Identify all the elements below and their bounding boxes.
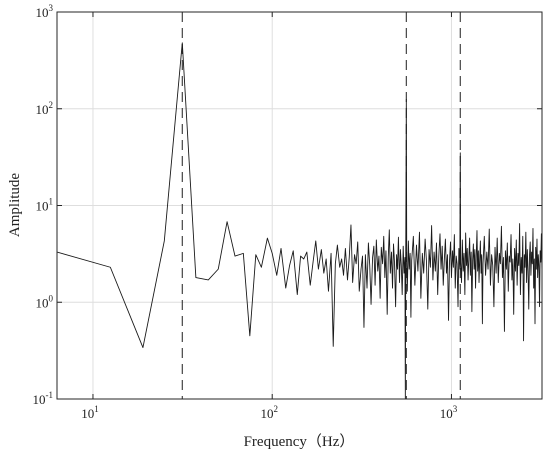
y-tick-base: 10 xyxy=(36,295,49,310)
y-tick-exponent: 3 xyxy=(49,3,54,13)
x-tick-exponent: 3 xyxy=(453,404,458,414)
x-tick-base: 10 xyxy=(260,406,273,421)
y-tick-label: 100 xyxy=(36,293,54,310)
y-tick-label: 102 xyxy=(36,100,54,117)
y-tick-exponent: 1 xyxy=(49,197,54,207)
y-tick-label: 10-1 xyxy=(33,390,54,407)
y-tick-label: 103 xyxy=(36,3,54,20)
y-tick-exponent: 0 xyxy=(49,293,54,303)
x-tick-label: 101 xyxy=(81,404,99,421)
x-tick-labels: 101 102 103 xyxy=(81,404,457,421)
x-tick-base: 10 xyxy=(440,406,453,421)
x-tick-exponent: 1 xyxy=(94,404,99,414)
axis-ticks xyxy=(57,11,542,400)
x-axis-label: Frequency（Hz） xyxy=(244,433,355,450)
x-tick-label: 102 xyxy=(260,404,278,421)
y-axis-label: Amplitude xyxy=(7,173,23,238)
x-tick-label: 103 xyxy=(440,404,458,421)
y-tick-base: 10 xyxy=(36,5,49,20)
x-tick-base: 10 xyxy=(81,406,94,421)
series-line xyxy=(57,42,542,399)
y-tick-exponent: 2 xyxy=(49,100,54,110)
y-tick-base: 10 xyxy=(36,102,49,117)
y-tick-base: 10 xyxy=(33,392,46,407)
y-tick-label: 101 xyxy=(36,197,54,214)
plot-area xyxy=(57,42,542,399)
x-tick-exponent: 2 xyxy=(273,404,278,414)
y-tick-base: 10 xyxy=(36,199,49,214)
grid-lines xyxy=(57,12,542,399)
y-tick-exponent: -1 xyxy=(46,390,54,400)
